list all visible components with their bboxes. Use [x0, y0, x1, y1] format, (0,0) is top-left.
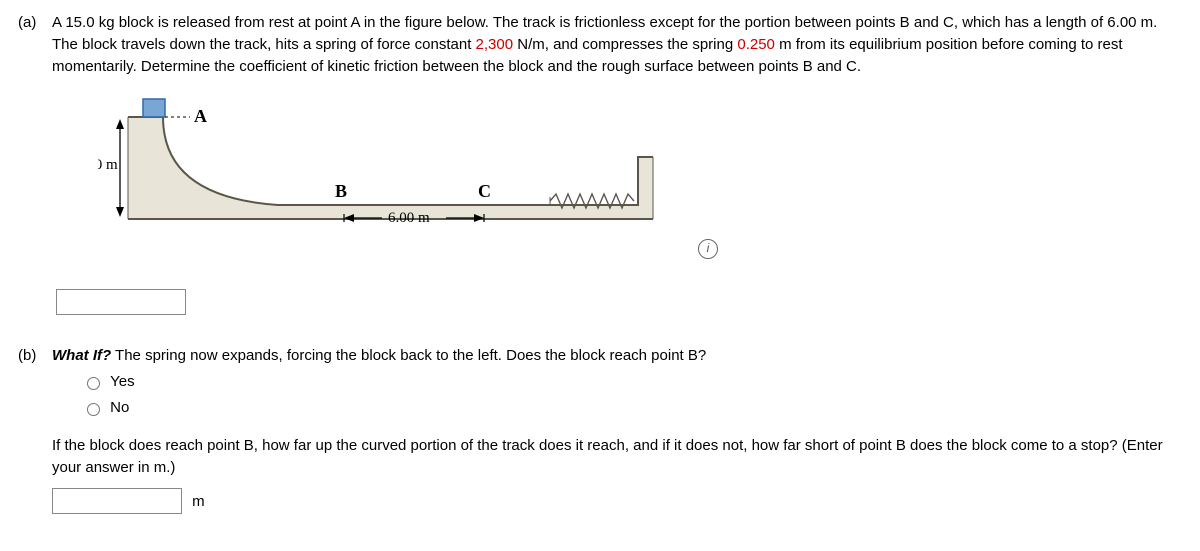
part-b-followup: If the block does reach point B, how far…	[52, 435, 1182, 479]
radio-yes-text: Yes	[110, 373, 134, 390]
info-icon[interactable]: i	[698, 239, 718, 259]
part-a-label: (a)	[18, 12, 52, 34]
part-b-unit: m	[192, 493, 205, 510]
radio-no[interactable]	[87, 403, 100, 416]
svg-text:C: C	[478, 181, 491, 201]
radio-yes[interactable]	[87, 377, 100, 390]
whatif-text: The spring now expands, forcing the bloc…	[111, 347, 706, 364]
problem-figure: A 3.00 m B C 6.00 m i	[98, 97, 1182, 259]
part-b-question: What If? The spring now expands, forcing…	[52, 345, 1182, 367]
svg-text:6.00 m: 6.00 m	[388, 210, 430, 226]
radio-no-label[interactable]: No	[82, 399, 129, 416]
part-b-label: (b)	[18, 345, 52, 367]
force-constant-value: 2,300	[476, 36, 514, 53]
part-a-mid1: N/m, and compresses the spring	[513, 36, 737, 53]
part-a-text: A 15.0 kg block is released from rest at…	[52, 12, 1182, 77]
whatif-lead: What If?	[52, 347, 111, 364]
radio-no-text: No	[110, 399, 129, 416]
part-b-answer-input[interactable]	[52, 488, 182, 514]
compression-value: 0.250	[737, 36, 775, 53]
svg-text:A: A	[194, 106, 207, 126]
part-a-answer-input[interactable]	[56, 289, 186, 315]
svg-text:B: B	[335, 181, 347, 201]
radio-yes-label[interactable]: Yes	[82, 373, 135, 390]
svg-text:3.00 m: 3.00 m	[98, 157, 118, 173]
